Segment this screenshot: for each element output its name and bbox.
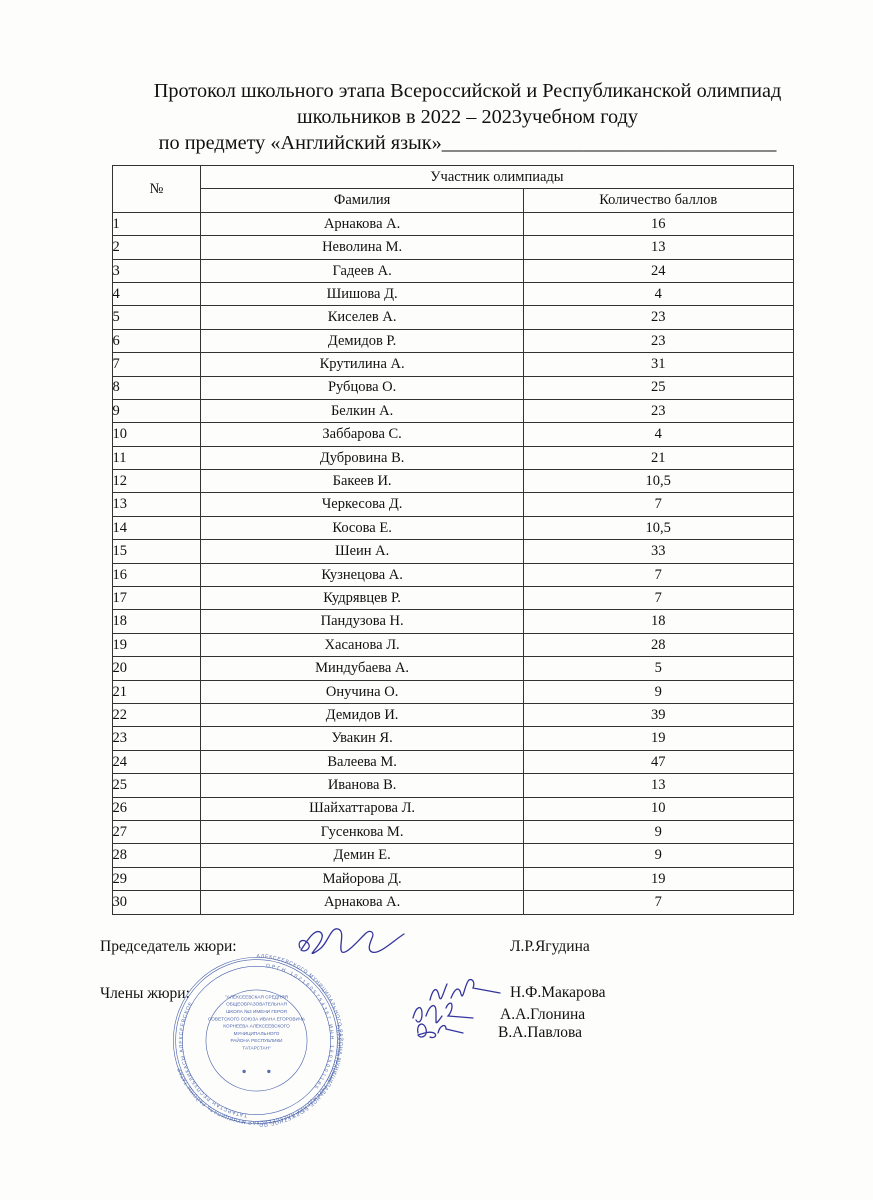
svg-text:ТАТАРСТАН": ТАТАРСТАН" <box>242 1045 271 1050</box>
svg-text:РАЙОНА РЕСПУБЛИКИ: РАЙОНА РЕСПУБЛИКИ <box>230 1036 282 1043</box>
svg-text:ОБЩЕОБРАЗОВАТЕЛЬНАЯ: ОБЩЕОБРАЗОВАТЕЛЬНАЯ <box>226 1001 287 1006</box>
svg-text:КОРНЕЕВА АЛЕКСЕЕВСКОГО: КОРНЕЕВА АЛЕКСЕЕВСКОГО <box>223 1023 290 1028</box>
svg-text:СОВЕТСКОГО СОЮЗА ИВАНА ЕГОРОВИ: СОВЕТСКОГО СОЮЗА ИВАНА ЕГОРОВИЧА <box>208 1016 306 1021</box>
svg-text:"АЛЕКСЕЕВСКАЯ СРЕДНЯЯ: "АЛЕКСЕЕВСКАЯ СРЕДНЯЯ <box>225 994 288 999</box>
svg-text:МУНИЦИПАЛЬНОГО: МУНИЦИПАЛЬНОГО <box>233 1030 279 1035</box>
svg-text:ШКОЛА №2 ИМЕНИ ГЕРОЯ: ШКОЛА №2 ИМЕНИ ГЕРОЯ <box>226 1008 287 1013</box>
